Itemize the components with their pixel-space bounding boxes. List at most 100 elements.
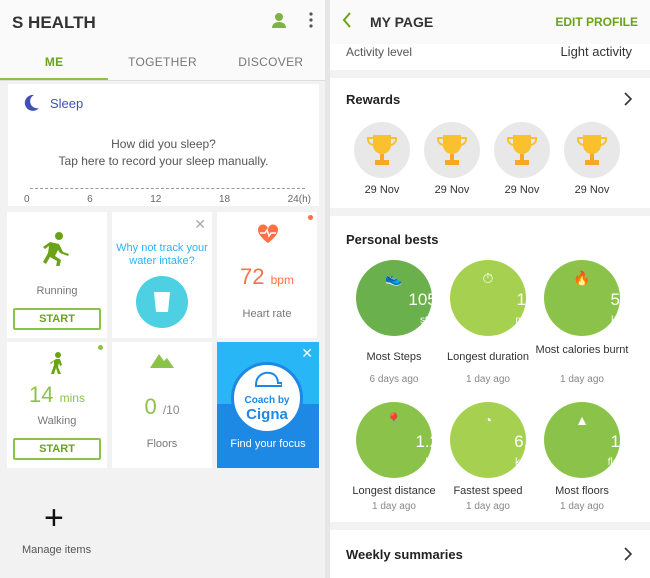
sleep-ticks: 0 6 12 18 24(h): [24, 194, 311, 205]
best-steps-badge[interactable]: 👟 10574 steps: [356, 260, 456, 336]
best-name: Longest duration: [447, 351, 529, 363]
notification-dot: [308, 215, 313, 220]
personal-bests-card: Personal bests 👟 10574 steps ⏱ 14 mins 🔥…: [330, 216, 650, 522]
profile-icon[interactable]: [271, 12, 287, 33]
water-glass-icon[interactable]: [136, 276, 188, 328]
running-label: Running: [36, 285, 78, 297]
flame-icon: 🔥: [573, 270, 591, 286]
coach-caption: Find your focus: [230, 438, 306, 450]
tab-together[interactable]: TOGETHER: [128, 55, 197, 69]
my-page-screen: MY PAGE EDIT PROFILE Activity level Ligh…: [330, 0, 650, 578]
floors-goal: /10: [162, 403, 180, 417]
reward-date: 29 Nov: [504, 184, 540, 196]
add-icon[interactable]: +: [44, 499, 64, 537]
cap-icon: [252, 371, 283, 392]
floors-value: 0 /10: [112, 394, 212, 420]
tick-label: 24(h): [287, 194, 311, 205]
best-unit: km/h: [515, 457, 537, 468]
best-name: Most floors: [555, 485, 609, 497]
walking-label: Walking: [37, 415, 77, 427]
chevron-right-icon[interactable]: [624, 92, 633, 111]
walking-start-button[interactable]: START: [13, 438, 101, 460]
best-value: 12: [610, 432, 630, 451]
trophy-icon[interactable]: [564, 122, 620, 178]
trophy-icon[interactable]: [354, 122, 410, 178]
speedometer-icon: ◔: [483, 412, 493, 428]
floors-label: Floors: [146, 438, 178, 450]
mountain-icon: ▲: [575, 412, 589, 428]
walking-value: 14 mins: [7, 382, 107, 408]
best-unit: floors: [607, 457, 633, 468]
panel-divider: [325, 0, 330, 578]
tick-label: 0: [24, 194, 30, 205]
reward-date: 29 Nov: [574, 184, 610, 196]
sleep-card[interactable]: Sleep How did you sleep? Tap here to rec…: [8, 84, 319, 206]
best-unit: mins: [515, 315, 537, 326]
stopwatch-icon: ⏱: [482, 270, 494, 286]
best-date: 1 day ago: [560, 501, 604, 512]
water-tile[interactable]: ✕ Why not track your water intake?: [112, 212, 212, 338]
back-icon[interactable]: [342, 11, 352, 33]
app-title: S HEALTH: [12, 12, 96, 32]
best-name: Most calories burnt: [535, 344, 629, 356]
best-value: 6.1: [514, 432, 538, 451]
tab-me[interactable]: ME: [0, 45, 109, 80]
heart-rate-tile[interactable]: 72 bpm Heart rate: [217, 212, 317, 338]
water-prompt: Why not track your water intake?: [116, 242, 208, 267]
best-duration-badge[interactable]: ⏱ 14 mins: [450, 260, 537, 336]
edit-profile-button[interactable]: EDIT PROFILE: [555, 15, 638, 29]
best-date: 1 day ago: [466, 374, 510, 385]
chevron-right-icon[interactable]: [624, 547, 633, 566]
sleep-timeline: [30, 188, 305, 189]
heart-rate-label: Heart rate: [242, 308, 292, 320]
rewards-card[interactable]: Rewards 29 Nov 29 Nov 29 Nov 29 Nov: [330, 78, 650, 208]
heart-rate-number: 72: [240, 264, 265, 289]
trophy-icon[interactable]: [494, 122, 550, 178]
rewards-title: Rewards: [346, 92, 401, 107]
close-icon[interactable]: ✕: [301, 345, 313, 361]
best-calories-badge[interactable]: 🔥 50 kcal: [544, 260, 629, 336]
best-date: 1 day ago: [372, 501, 416, 512]
heart-rate-unit: bpm: [270, 273, 294, 287]
tab-discover[interactable]: DISCOVER: [238, 55, 304, 69]
sleep-title: Sleep: [50, 96, 84, 111]
walking-tile[interactable]: 14 mins Walking START: [7, 342, 107, 468]
best-value: 14: [516, 290, 536, 309]
heart-rate-value: 72 bpm: [217, 264, 317, 290]
best-date: 6 days ago: [369, 374, 419, 385]
weekly-summaries-title: Weekly summaries: [346, 547, 463, 562]
manage-items-label[interactable]: Manage items: [22, 544, 92, 556]
trophy-icon[interactable]: [424, 122, 480, 178]
activity-level-label: Activity level: [346, 45, 413, 59]
running-start-button[interactable]: START: [13, 308, 101, 330]
more-options-icon[interactable]: [309, 12, 313, 33]
coach-by-cigna-tile[interactable]: ✕ Coach by Cigna Find your focus: [217, 342, 319, 468]
reward-date: 29 Nov: [364, 184, 400, 196]
running-tile[interactable]: Running START: [7, 212, 107, 338]
best-date: 1 day ago: [560, 374, 604, 385]
best-name: Longest distance: [352, 485, 436, 497]
weekly-summaries-row[interactable]: Weekly summaries: [330, 530, 650, 578]
floors-number: 0: [144, 394, 157, 419]
best-date: 1 day ago: [466, 501, 510, 512]
activity-level-value: Light activity: [560, 44, 632, 59]
s-health-me-screen: S HEALTH ME TOGETHER DISCOVER Sleep How …: [0, 0, 325, 556]
best-unit: km: [425, 457, 439, 468]
mountain-icon: [150, 352, 174, 373]
personal-bests-title: Personal bests: [346, 232, 439, 247]
sleep-question: How did you sleep?: [111, 137, 216, 151]
activity-level-row[interactable]: Activity level Light activity: [330, 44, 650, 70]
running-icon: [40, 232, 70, 271]
tab-bar: ME TOGETHER DISCOVER: [0, 45, 325, 81]
best-floors-badge[interactable]: ▲ 12 floors: [544, 402, 632, 478]
best-distance-badge[interactable]: 📍 1.21 km: [356, 402, 449, 478]
floors-tile[interactable]: 0 /10 Floors: [112, 342, 212, 468]
best-name: Fastest speed: [453, 485, 523, 497]
best-value: 1.21: [415, 432, 449, 451]
tick-label: 6: [87, 194, 93, 205]
app-header: S HEALTH: [0, 0, 325, 45]
location-pin-icon: 📍: [385, 412, 403, 428]
sleep-prompt: Tap here to record your sleep manually.: [58, 154, 269, 168]
best-speed-badge[interactable]: ◔ 6.1 km/h: [450, 402, 538, 478]
close-icon[interactable]: ✕: [194, 216, 206, 232]
